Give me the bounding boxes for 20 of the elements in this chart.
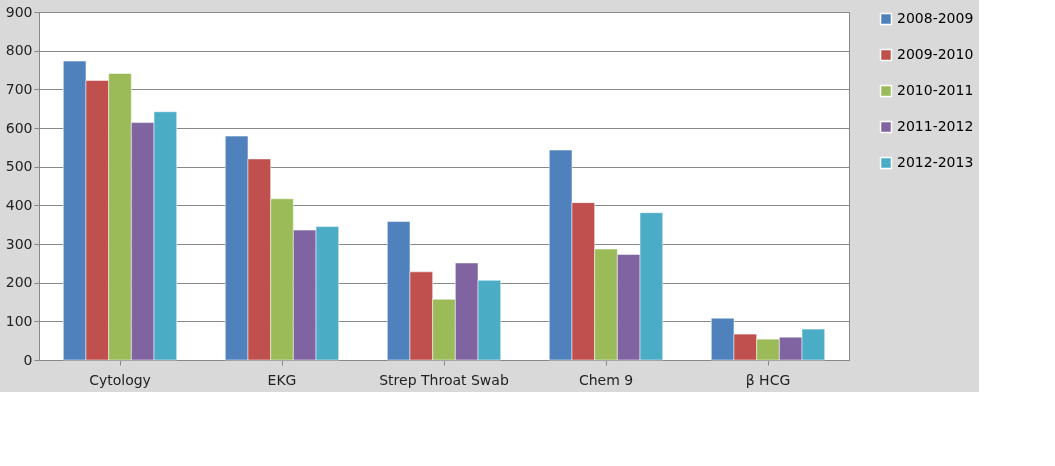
- x-tick-label: EKG: [267, 371, 297, 388]
- y-tick-label: 800: [5, 42, 33, 59]
- x-tick-label: Cytology: [89, 371, 151, 388]
- legend-label: 2009-2010: [897, 46, 974, 62]
- y-tick-label: 600: [5, 119, 33, 136]
- y-tick-label: 300: [5, 235, 33, 252]
- y-tick-label: 100: [5, 312, 33, 329]
- legend-label: 2012-2013: [897, 154, 974, 170]
- legend-label: 2008-2009: [897, 10, 974, 26]
- legend-label: 2011-2012: [897, 118, 974, 134]
- legend-label: 2010-2011: [897, 82, 974, 98]
- y-tick-label: 400: [5, 196, 33, 213]
- x-tick-label: Chem 9: [578, 371, 634, 388]
- y-tick-label: 0: [23, 351, 33, 368]
- y-tick-label: 200: [5, 274, 33, 291]
- x-tick-label: β HCG: [745, 371, 791, 388]
- y-tick-label: 700: [5, 80, 33, 97]
- y-tick-label: 500: [5, 158, 33, 175]
- y-tick-label: 900: [5, 3, 33, 20]
- x-tick-label: Strep Throat Swab: [379, 371, 509, 388]
